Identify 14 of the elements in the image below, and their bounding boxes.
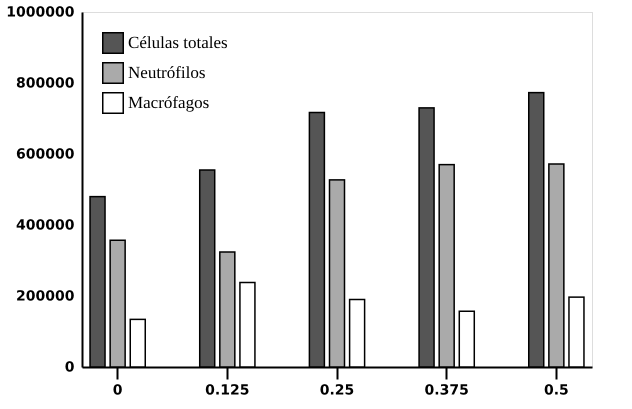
y-tick-label: 800000 [16, 76, 75, 92]
legend-label: Células totales [128, 33, 228, 52]
x-tick-label: 0 [112, 382, 123, 398]
y-tick-label: 1000000 [6, 4, 75, 20]
legend-label: Neutrófilos [128, 63, 206, 82]
x-tick-label: 0.375 [424, 382, 469, 398]
y-tick-label: 0 [64, 360, 75, 376]
legend-label: Macrófagos [128, 93, 210, 112]
x-tick-label: 0.5 [544, 382, 569, 398]
y-tick-label: 400000 [16, 218, 75, 234]
y-tick-label: 600000 [16, 146, 75, 162]
x-tick-label: 0.125 [205, 382, 250, 398]
y-tick-label: 200000 [16, 288, 75, 304]
x-tick-label: 0.25 [320, 382, 354, 398]
